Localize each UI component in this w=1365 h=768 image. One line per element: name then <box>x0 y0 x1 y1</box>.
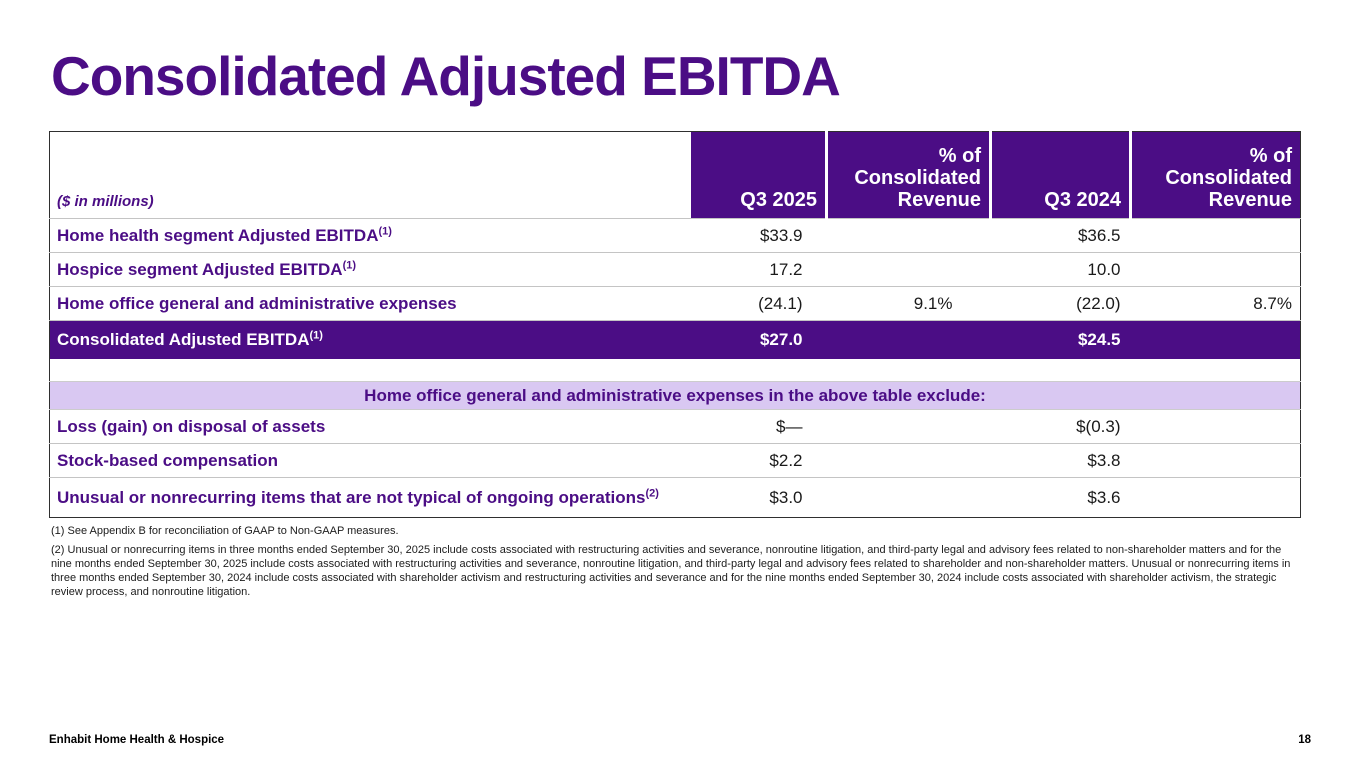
page-title: Consolidated Adjusted EBITDA <box>51 45 841 107</box>
value-cell: $3.8 <box>1087 450 1121 470</box>
row-label: Home health segment Adjusted EBITDA(1) <box>50 219 691 253</box>
value-cell <box>1131 321 1301 359</box>
table-row-home-office-expenses: Home office general and administrative e… <box>49 286 1301 321</box>
row-label: Stock-based compensation <box>50 444 691 478</box>
value-cell: $3.0 <box>769 487 803 507</box>
section-banner-row: Home office general and administrative e… <box>49 381 1301 410</box>
footnote-marker: (2) <box>645 486 659 499</box>
value-cell: $3.6 <box>1087 487 1121 507</box>
row-label: Consolidated Adjusted EBITDA(1) <box>50 321 691 359</box>
table-row-home-health: Home health segment Adjusted EBITDA(1) $… <box>49 218 1301 253</box>
value-cell: $(0.3) <box>1076 416 1121 436</box>
page-number: 18 <box>1298 734 1311 746</box>
value-cell: $2.2 <box>769 450 803 470</box>
value-cell <box>1131 444 1301 478</box>
row-label-text: Consolidated Adjusted EBITDA <box>57 329 310 349</box>
table-row-stock-based-compensation: Stock-based compensation $2.2 $3.8 <box>49 443 1301 478</box>
value-cell <box>827 253 991 287</box>
value-cell: 17.2 <box>769 259 803 279</box>
row-label-text: Stock-based compensation <box>57 450 279 470</box>
value-cell: $33.9 <box>759 225 803 245</box>
row-label-text: Hospice segment Adjusted EBITDA <box>57 259 343 279</box>
table-row-unusual-nonrecurring: Unusual or nonrecurring items that are n… <box>49 477 1301 518</box>
row-label: Hospice segment Adjusted EBITDA(1) <box>50 253 691 287</box>
column-header-pct-revenue-2025: % of Consolidated Revenue <box>825 131 991 219</box>
footnote-marker: (1) <box>342 258 357 271</box>
value-cell <box>827 444 991 478</box>
footnote-marker: (1) <box>309 329 323 342</box>
value-cell <box>1131 410 1301 444</box>
value-cell <box>1131 253 1301 287</box>
row-label: Home office general and administrative e… <box>50 287 691 321</box>
financial-table: ($ in millions) Q3 2025 % of Consolidate… <box>49 131 1301 518</box>
value-cell: 8.7% <box>1253 293 1292 313</box>
value-cell: (22.0) <box>1076 293 1121 313</box>
value-cell <box>827 219 991 253</box>
value-cell: 10.0 <box>1087 259 1121 279</box>
value-cell <box>1131 478 1301 518</box>
footer-company: Enhabit Home Health & Hospice <box>49 734 225 746</box>
column-header-q3-2024: Q3 2024 <box>989 131 1131 219</box>
column-header-q3-2025: Q3 2025 <box>690 131 827 219</box>
table-header-row: ($ in millions) Q3 2025 % of Consolidate… <box>49 131 1301 219</box>
row-label-text: Unusual or nonrecurring items that are n… <box>57 487 646 507</box>
value-cell: 9.1% <box>913 293 953 313</box>
footnote-2: (2) Unusual or nonrecurring items in thr… <box>51 544 1291 598</box>
value-cell <box>827 478 991 518</box>
value-cell <box>1131 219 1301 253</box>
value-cell <box>827 321 991 359</box>
spacer-row <box>49 358 1301 382</box>
footnote-1: (1) See Appendix B for reconciliation of… <box>51 525 399 537</box>
slide-footer: Enhabit Home Health & Hospice 18 <box>49 734 1311 746</box>
column-header-pct-revenue-2024: % of Consolidated Revenue <box>1129 131 1301 219</box>
row-label-text: Home office general and administrative e… <box>57 293 457 313</box>
value-cell: (24.1) <box>758 293 803 313</box>
row-label-text: Loss (gain) on disposal of assets <box>57 416 326 436</box>
table-row-consolidated-total: Consolidated Adjusted EBITDA(1) $27.0 $2… <box>49 320 1301 359</box>
row-label: Loss (gain) on disposal of assets <box>50 410 691 444</box>
table-row-hospice: Hospice segment Adjusted EBITDA(1) 17.2 … <box>49 252 1301 287</box>
table-row-loss-gain-disposal: Loss (gain) on disposal of assets $— $(0… <box>49 409 1301 444</box>
footnotes: (1) See Appendix B for reconciliation of… <box>51 524 1295 599</box>
value-cell: $24.5 <box>1077 329 1121 349</box>
value-cell: $36.5 <box>1077 225 1121 245</box>
value-cell <box>827 410 991 444</box>
units-label: ($ in millions) <box>49 131 691 219</box>
row-label: Unusual or nonrecurring items that are n… <box>50 478 691 518</box>
value-cell: $27.0 <box>759 329 803 349</box>
value-cell: $— <box>776 416 803 436</box>
section-banner: Home office general and administrative e… <box>49 381 1301 410</box>
footnote-marker: (1) <box>378 224 392 237</box>
row-label-text: Home health segment Adjusted EBITDA <box>57 225 379 245</box>
